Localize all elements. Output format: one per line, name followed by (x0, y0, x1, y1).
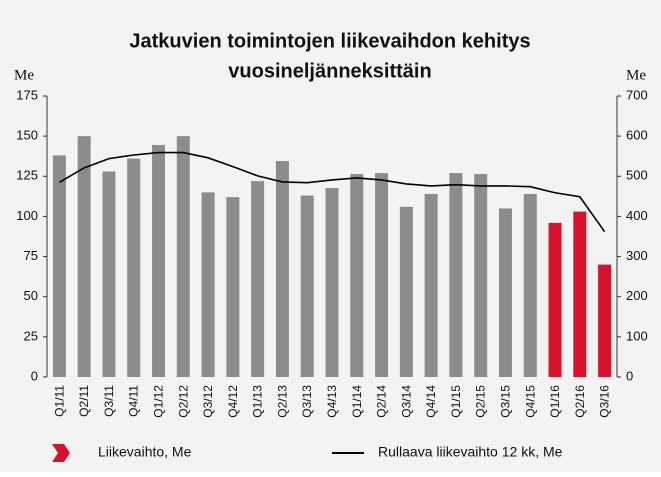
bar (102, 171, 116, 377)
bar (300, 195, 314, 377)
x-tick-label: Q2/11 (77, 385, 91, 417)
y2-tick-label: 300 (626, 248, 648, 263)
bar (201, 192, 215, 377)
x-tick-label: Q3/14 (399, 385, 413, 418)
y-axis-label: Me (14, 67, 34, 83)
y-tick-label: 25 (24, 328, 38, 343)
y-tick-label: 125 (16, 168, 38, 183)
y2-axis-label: Me (626, 67, 646, 83)
line (58, 151, 606, 233)
x-tick-label: Q3/16 (598, 385, 612, 418)
bar (598, 264, 612, 377)
bar (375, 173, 389, 377)
bar (52, 155, 66, 377)
x-tick-label: Q1/15 (449, 385, 463, 418)
x-tick-label: Q2/15 (474, 385, 488, 418)
x-tick-label: Q1/12 (152, 385, 166, 418)
x-tick-label: Q1/13 (251, 385, 265, 418)
y-tick-label: 150 (16, 128, 38, 143)
x-tick-label: Q4/13 (325, 385, 339, 418)
chart-title: vuosineljänneksittäin (228, 60, 431, 82)
x-tick-label: Q1/16 (548, 385, 562, 418)
x-tick-label: Q3/15 (498, 385, 512, 418)
bar (424, 193, 438, 377)
x-tick-label: Q4/11 (127, 385, 141, 417)
legend-label: Rullaava liikevaihto 12 kk, Me (378, 444, 563, 460)
y2-tick-label: 400 (626, 208, 648, 223)
bar (275, 161, 289, 377)
y2-tick-label: 100 (626, 328, 648, 343)
x-tick-label: Q4/15 (523, 385, 537, 418)
y-tick-label: 50 (24, 288, 38, 303)
y2-tick-label: 600 (626, 128, 648, 143)
x-tick-label: Q3/11 (102, 385, 116, 417)
y2-tick-label: 200 (626, 288, 648, 303)
bar (498, 208, 512, 377)
bar (350, 174, 364, 377)
y-tick-label: 175 (16, 87, 38, 102)
y-tick-label: 75 (24, 248, 38, 263)
legend-label: Liikevaihto, Me (98, 444, 192, 460)
bar (176, 136, 190, 377)
x-tick-label: Q2/16 (573, 385, 587, 418)
y-tick-label: 100 (16, 208, 38, 223)
x-tick-label: Q3/12 (201, 385, 215, 418)
bar (152, 144, 166, 377)
x-tick-label: Q2/13 (275, 385, 289, 418)
bar (399, 206, 413, 377)
y2-tick-label: 0 (626, 368, 633, 383)
x-tick-label: Q2/12 (176, 385, 190, 418)
x-tick-label: Q4/14 (424, 385, 438, 418)
bar (573, 211, 587, 377)
bar (449, 173, 463, 377)
x-tick-label: Q1/14 (350, 385, 364, 418)
y-tick-label: 0 (31, 368, 38, 383)
chart-title: Jatkuvien toimintojen liikevaihdon kehit… (129, 30, 530, 52)
x-tick-label: Q4/12 (226, 385, 240, 418)
bar (226, 197, 240, 377)
x-tick-label: Q1/11 (52, 385, 66, 417)
bar (77, 136, 91, 377)
y2-tick-label: 500 (626, 168, 648, 183)
bar (523, 193, 537, 377)
bar (548, 222, 562, 377)
legend-swatch (52, 444, 70, 462)
bar (325, 188, 339, 377)
x-tick-label: Q2/14 (375, 385, 389, 418)
y2-tick-label: 700 (626, 87, 648, 102)
x-tick-label: Q3/13 (300, 385, 314, 418)
bar (251, 181, 265, 377)
bar (474, 174, 488, 377)
bar (127, 158, 141, 377)
